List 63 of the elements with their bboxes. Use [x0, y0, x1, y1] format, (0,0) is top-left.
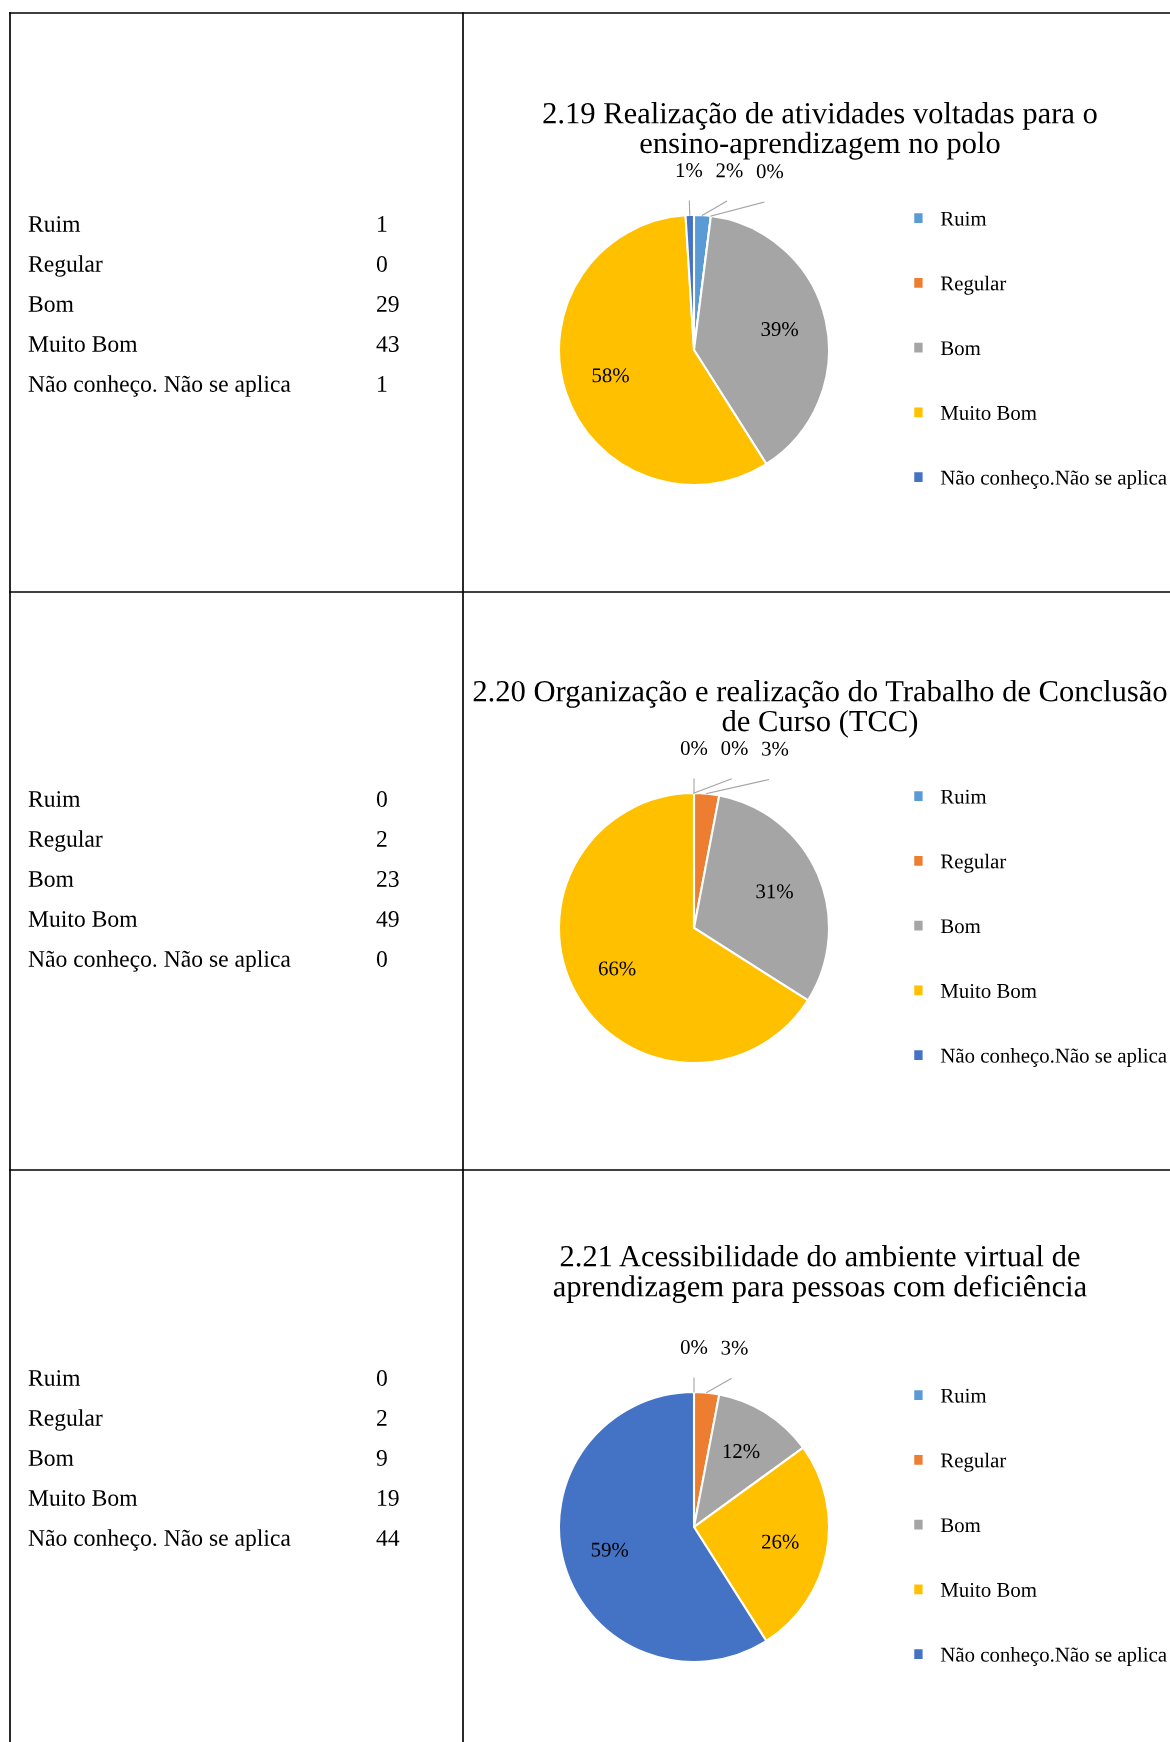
text: 0 [376, 950, 387, 967]
text: Não conheço. Não se aplica [28, 950, 291, 972]
legend-label: Muito Bom [940, 983, 1037, 998]
text: Ruim [28, 1370, 81, 1386]
text: 0% [680, 740, 708, 756]
text: Regular [28, 255, 103, 277]
text: Muito Bom [28, 336, 138, 352]
legend-label: Muito Bom [940, 405, 1037, 420]
legend-label: Ruim [940, 211, 987, 226]
text: Regular [28, 830, 103, 852]
data-label: 66% [598, 961, 636, 976]
legend-label: Não conheço.Não se aplica [940, 470, 1167, 489]
chart-title: 2.19 Realização de atividades voltadas para o ensino-aprendizagem no polo [543, 102, 1097, 160]
legend-label: Bom [940, 919, 981, 934]
text: Não conheço. Não se aplica [28, 1529, 291, 1551]
text: 0% [721, 740, 748, 756]
text: 1 [378, 376, 387, 392]
text: 0 [376, 255, 387, 272]
text: 0 [376, 1369, 387, 1386]
text: 9 [376, 1450, 387, 1466]
text: 2 [377, 1410, 387, 1426]
legend-label: Bom [940, 341, 981, 356]
text: Bom [28, 296, 74, 312]
text: 1 [378, 216, 387, 232]
text: 23 [377, 871, 399, 887]
text: 2 [377, 831, 387, 847]
legend-label: Bom [940, 1518, 981, 1533]
text: 43 [376, 336, 399, 352]
legend-label: Ruim [940, 789, 987, 804]
legend-label: Não conheço.Não se aplica [940, 1048, 1167, 1067]
text: Ruim [28, 791, 81, 807]
text: Muito Bom [28, 911, 138, 927]
data-label: 26% [762, 1534, 799, 1549]
legend-label: Regular [940, 1452, 1007, 1472]
text: Não conheço. Não se aplica [28, 375, 291, 397]
chart-title: 2.20 Organização e realização do Trabalho de Conclusão de Curso (TCC) [473, 680, 1167, 738]
text: 19 [378, 1490, 399, 1506]
text: Regular [28, 1409, 103, 1431]
data-label: 3% [721, 1340, 748, 1355]
text: Bom [28, 1450, 74, 1466]
text: 44 [376, 1530, 400, 1546]
text: Bom [28, 871, 74, 887]
data-label: 3% [762, 741, 789, 756]
data-label: 12% [723, 1444, 760, 1459]
text: 0 [376, 790, 387, 807]
legend-label: Regular [940, 853, 1007, 873]
data-label: 1% [676, 163, 703, 178]
text: Ruim [28, 216, 81, 232]
text: Muito Bom [28, 1490, 138, 1506]
text: 49 [376, 911, 399, 927]
data-label: 59% [591, 1542, 629, 1557]
data-label: 58% [592, 368, 629, 383]
legend-label: Regular [940, 275, 1007, 295]
data-label: 2% [716, 163, 743, 178]
text: 0% [756, 164, 784, 179]
text: 0% [680, 1339, 708, 1355]
data-label: 31% [756, 884, 793, 899]
data-label: 39% [761, 322, 799, 337]
text: 29 [377, 296, 399, 312]
legend-label: Muito Bom [940, 1582, 1037, 1597]
legend-label: Não conheço.Não se aplica [940, 1647, 1167, 1666]
legend-label: Ruim [940, 1388, 987, 1403]
chart-title: 2.21 Acessibilidade do ambiente virtual de aprendizagem para pessoas com deficiência [553, 1245, 1087, 1303]
